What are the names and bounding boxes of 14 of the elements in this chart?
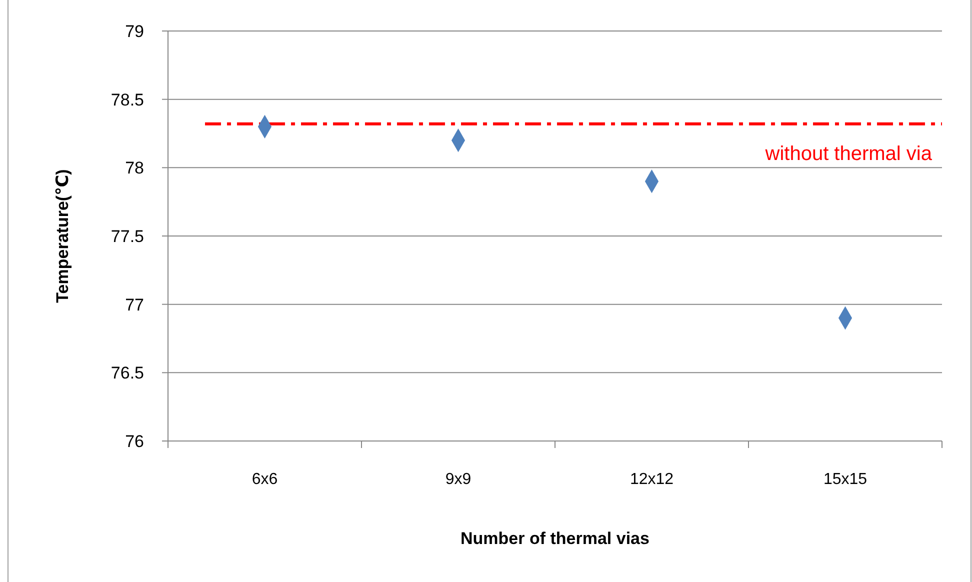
y-tick-label: 77 xyxy=(125,295,144,314)
x-tick-label: 12x12 xyxy=(630,471,674,488)
x-tick-label: 6x6 xyxy=(252,471,278,488)
y-tick-label: 77.5 xyxy=(110,226,144,246)
y-tick-label: 78 xyxy=(125,158,144,178)
ref-line-label: without thermal via xyxy=(764,142,933,165)
y-tick-label: 79 xyxy=(125,22,144,41)
x-tick-label: 15x15 xyxy=(823,471,868,488)
x-tick-label: 9x9 xyxy=(445,471,472,488)
y-tick-label: 76 xyxy=(125,432,144,451)
y-tick-label: 78.5 xyxy=(110,90,144,110)
x-axis-title: Number of thermal vias xyxy=(460,529,650,548)
y-tick-label: 76.5 xyxy=(110,364,144,383)
y-axis-title: Temperature(℃) xyxy=(53,169,72,303)
